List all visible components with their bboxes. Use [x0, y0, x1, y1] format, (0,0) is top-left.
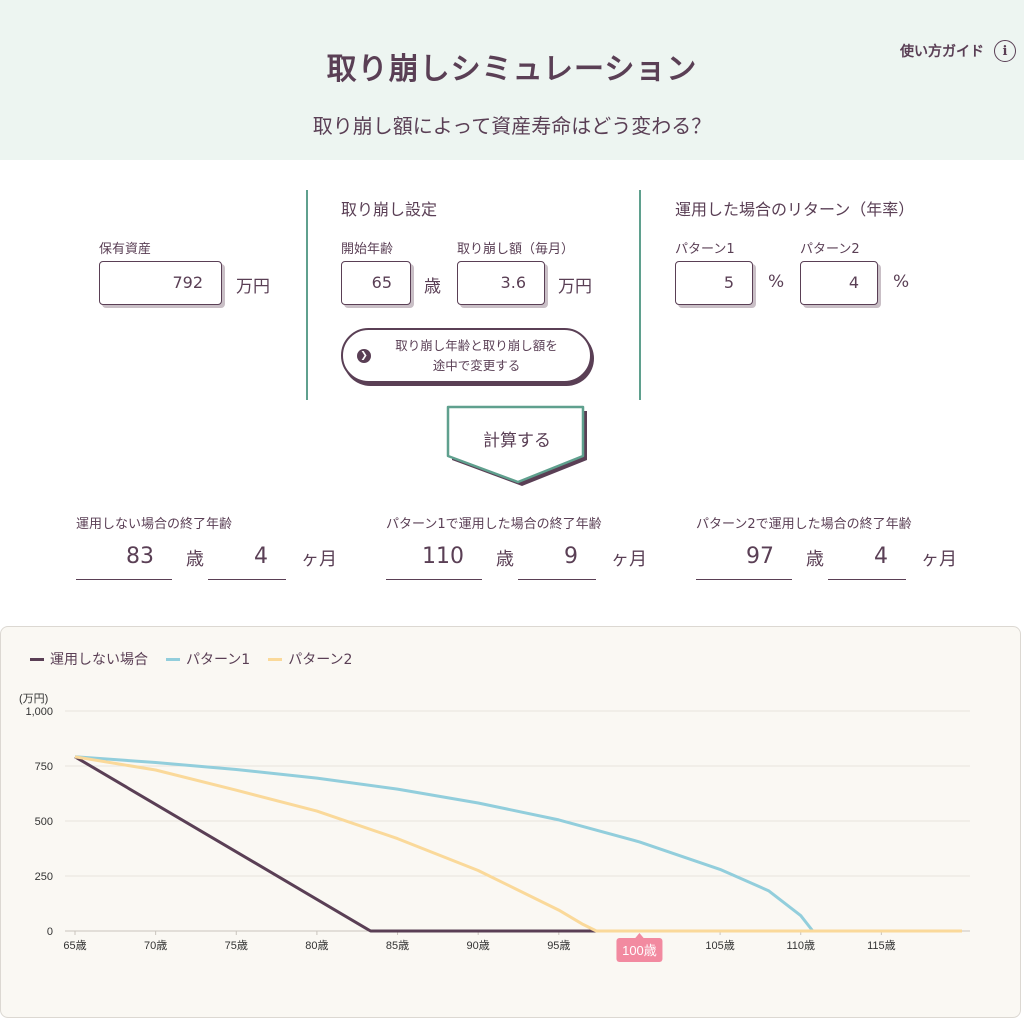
legend-label: 運用しない場合 [50, 652, 148, 668]
series-line [74, 755, 962, 933]
result-years: 97 [696, 542, 792, 580]
x-tick-label: 75歳 [225, 939, 248, 952]
y-tick-label: 0 [47, 926, 53, 938]
legend-item[interactable]: パターン2 [268, 649, 352, 669]
result-label: 運用しない場合の終了年齢 [76, 517, 233, 532]
assets-input[interactable]: 792 [99, 261, 222, 305]
section-divider [639, 190, 641, 400]
start-age-label: 開始年齢 [341, 242, 394, 257]
result-months: 4 [208, 542, 286, 580]
withdrawal-amount-input[interactable]: 3.6 [457, 261, 545, 305]
legend-swatch [30, 657, 44, 661]
start-age-unit: 歳 [424, 277, 441, 297]
series-line [74, 755, 962, 933]
legend-item[interactable]: パターン1 [166, 649, 250, 669]
page-title: 取り崩しシミュレーション [326, 52, 698, 87]
change-button-line2: 途中で変更する [432, 357, 521, 373]
change-button-line1: 取り崩し年齢と取り崩し額を [395, 337, 558, 353]
page-subtitle: 取り崩し額によって資産寿命はどう変わる？ [312, 114, 712, 138]
result-years: 83 [76, 542, 172, 580]
pattern1-unit: % [768, 272, 785, 292]
x-tick-label: 90歳 [467, 939, 490, 952]
x-tick-label: 105歳 [705, 939, 734, 952]
change-withdrawal-button[interactable]: ❯ 取り崩し年齢と取り崩し額を 途中で変更する [341, 328, 592, 383]
pattern1-input[interactable]: 5 [675, 261, 753, 305]
x-tick-label: 85歳 [386, 939, 409, 952]
legend-label: パターン1 [186, 652, 251, 668]
legend-swatch [268, 657, 283, 661]
pattern2-unit: % [893, 272, 910, 292]
result-years-unit: 歳 [496, 549, 514, 570]
x-tick-label: 95歳 [547, 939, 570, 952]
pattern1-label: パターン1 [675, 242, 735, 257]
age-marker-badge [616, 938, 663, 962]
result-label: パターン2で運用した場合の終了年齢 [696, 517, 912, 532]
calculate-button[interactable] [446, 405, 588, 487]
result-months: 4 [828, 542, 906, 580]
y-tick-label: 1,000 [25, 706, 53, 718]
usage-guide-link[interactable]: 使い方ガイド i [900, 40, 1016, 62]
assets-label: 保有資産 [99, 242, 152, 257]
result-months: 9 [518, 542, 596, 580]
section-divider [306, 190, 308, 400]
x-tick-label: 110歳 [786, 939, 815, 952]
header-banner [0, 0, 1024, 160]
result-label: パターン1で運用した場合の終了年齢 [386, 517, 602, 532]
x-tick-label: 80歳 [305, 939, 328, 952]
legend-label: パターン2 [288, 652, 353, 668]
x-tick-label: 70歳 [144, 939, 167, 952]
y-tick-label: 500 [35, 816, 53, 828]
returns-section-title: 運用した場合のリターン（年率） [675, 200, 915, 219]
age-marker-label: 100歳 [622, 943, 657, 958]
result-months-unit: ヶ月 [611, 549, 647, 570]
pattern2-input[interactable]: 4 [800, 261, 878, 305]
x-tick-label: 65歳 [63, 939, 86, 952]
y-tick-label: 250 [35, 871, 53, 883]
result-months-unit: ヶ月 [301, 549, 337, 570]
withdrawal-amount-unit: 万円 [558, 277, 592, 297]
withdrawal-section-title: 取り崩し設定 [341, 200, 438, 219]
chevron-right-icon: ❯ [357, 348, 371, 363]
info-icon: i [994, 40, 1016, 62]
chart-legend: 運用しない場合 パターン1 パターン2 [30, 649, 352, 669]
result-years-unit: 歳 [806, 549, 824, 570]
legend-swatch [166, 657, 180, 661]
result-years: 110 [386, 542, 482, 580]
pattern2-label: パターン2 [800, 242, 860, 257]
legend-item[interactable]: 運用しない場合 [30, 649, 148, 669]
age-marker-pointer [634, 933, 645, 939]
chart-panel [0, 626, 1021, 1018]
result-years-unit: 歳 [186, 549, 204, 570]
usage-guide-label: 使い方ガイド [900, 44, 984, 60]
result-months-unit: ヶ月 [921, 549, 957, 570]
assets-unit: 万円 [236, 277, 270, 297]
y-tick-label: 750 [35, 761, 53, 773]
start-age-input[interactable]: 65 [341, 261, 411, 305]
withdrawal-amount-label: 取り崩し額（毎月） [457, 242, 575, 257]
x-tick-label: 115歳 [867, 939, 896, 952]
y-axis-label: (万円) [19, 693, 48, 705]
